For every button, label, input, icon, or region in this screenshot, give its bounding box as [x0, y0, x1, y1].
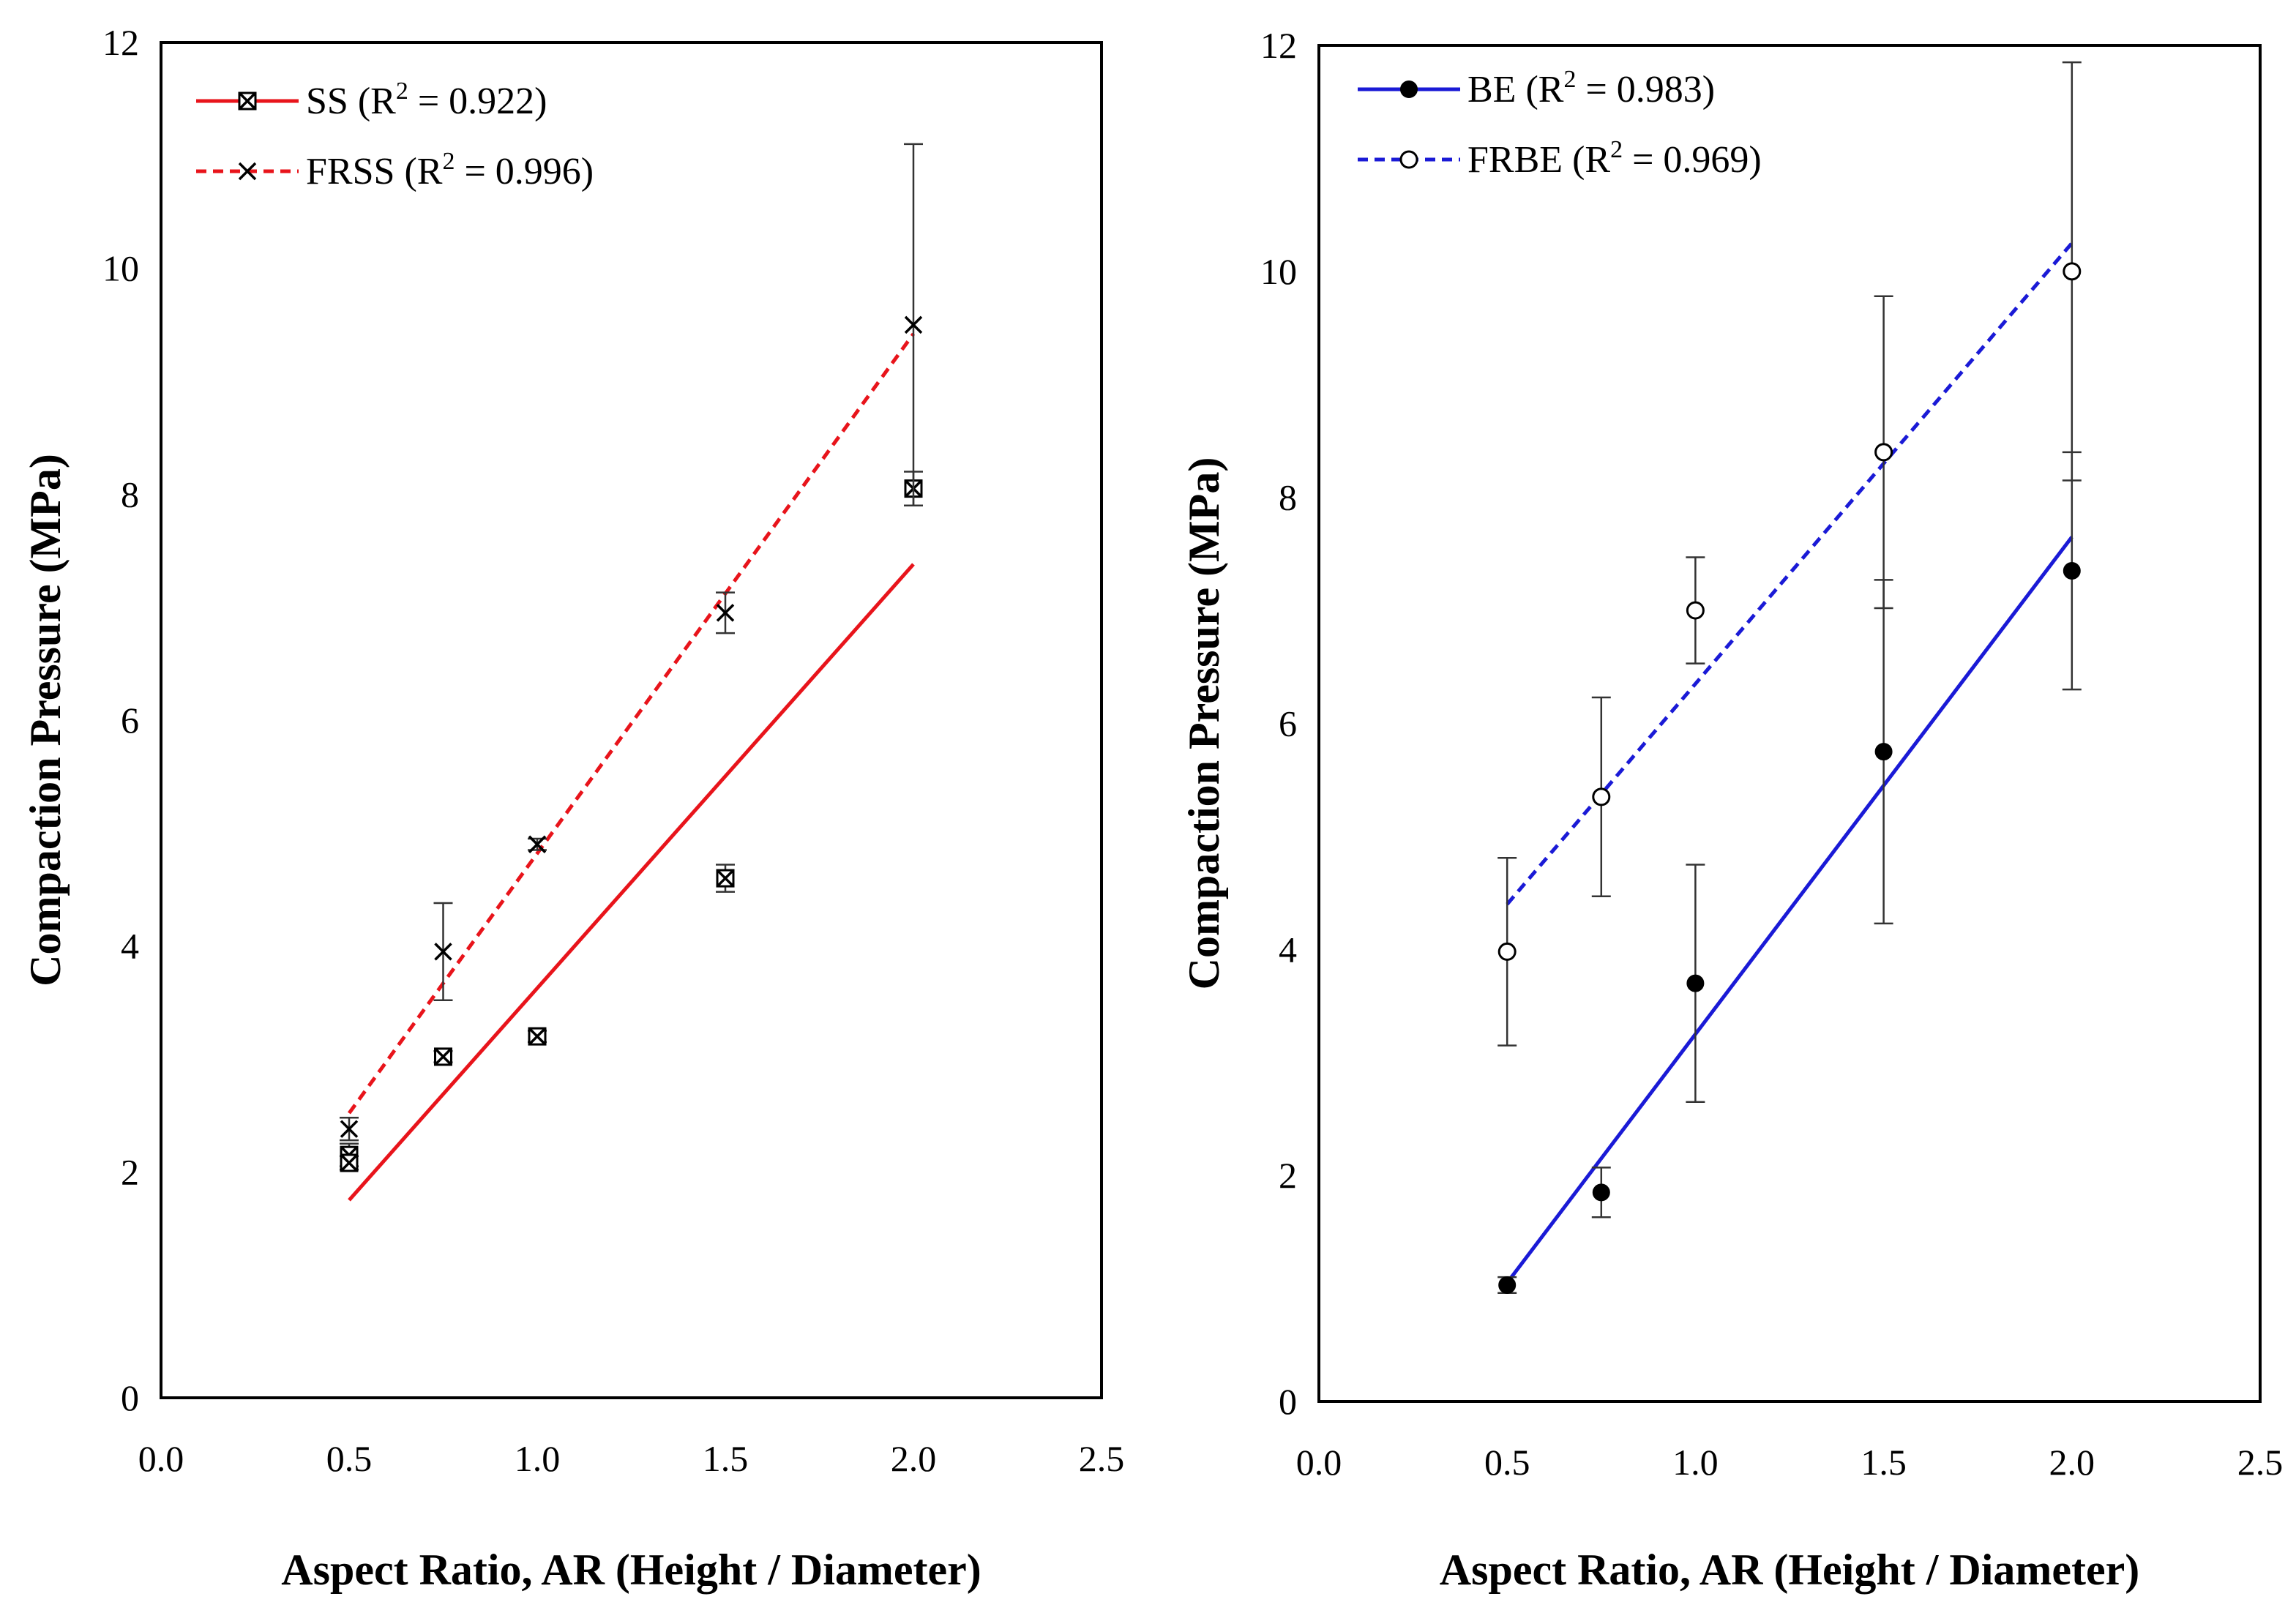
legend-series-name: FRBE	[1467, 139, 1563, 181]
legend-superscript: 2	[1563, 66, 1576, 93]
data-point	[340, 1120, 359, 1138]
x-axis-title: Aspect Ratio, AR (Height / Diameter)	[281, 1546, 981, 1594]
legend-r2-value: = 0.922)	[408, 81, 547, 122]
y-axis-title: Compaction Pressure (MPa)	[1180, 457, 1228, 990]
series-frbe	[1497, 61, 2082, 1047]
legend-r2-label: (R	[1525, 69, 1563, 111]
data-point	[1497, 942, 1517, 961]
legend-r2-value: = 0.983)	[1576, 69, 1715, 111]
x-tick-label: 0.5	[326, 1438, 373, 1479]
y-tick-label: 12	[102, 22, 139, 63]
y-tick-label: 2	[121, 1151, 139, 1192]
data-point-cross	[716, 869, 735, 888]
data-point	[716, 869, 735, 888]
legend-superscript: 2	[396, 78, 408, 105]
x-tick-label: 1.5	[703, 1438, 749, 1479]
y-tick-label: 4	[121, 926, 139, 967]
legend-series-name: SS	[306, 81, 348, 122]
trendline-ss	[348, 563, 915, 1202]
legend-superscript: 2	[1610, 136, 1623, 163]
legend-label: BE (R2 = 0.983)	[1467, 66, 1715, 111]
series-frss	[340, 143, 923, 1142]
legend-marker	[238, 91, 257, 111]
trendline-frss	[347, 332, 916, 1115]
legend-space	[394, 151, 404, 192]
y-tick-label: 0	[1279, 1381, 1297, 1422]
plot-frame	[160, 41, 1103, 1399]
x-tick-label: 2.0	[2049, 1442, 2095, 1483]
left-chart-panel: 0 2 4 6 8 10 12 0.0 0.5 1.0 1.5 2.0 2.5 Aspect Ratio,…	[21, 22, 1124, 1594]
data-point-cross	[340, 1153, 359, 1172]
y-axis-title: Compaction Pressure (MPa)	[21, 454, 70, 987]
x-tick-label: 1.0	[1672, 1442, 1719, 1483]
legend-r2-value: = 0.996)	[455, 151, 594, 192]
legend-r2-label: (R	[404, 151, 442, 192]
series-ss	[340, 471, 923, 1202]
data-point	[1498, 1276, 1517, 1294]
right-chart-panel: 0 2 4 6 8 10 12 0.0 0.5 1.0 1.5 2.0 2.5 Aspect Ratio,…	[1180, 25, 2283, 1594]
x-tick-label: 1.0	[515, 1438, 561, 1479]
legend-series-name: FRSS	[306, 151, 394, 192]
y-tick-label: 6	[1279, 703, 1297, 744]
data-point	[1592, 1183, 1610, 1202]
x-tick-label: 0.0	[1296, 1442, 1342, 1483]
legend-r2-label: (R	[1572, 139, 1610, 181]
data-point	[2063, 562, 2081, 580]
trendline-frbe	[1506, 242, 2073, 906]
series-be	[1497, 451, 2082, 1295]
legend-superscript: 2	[442, 148, 455, 175]
data-point	[1686, 601, 1705, 620]
x-tick-label: 2.5	[1079, 1438, 1125, 1479]
x-axis-title: Aspect Ratio, AR (Height / Diameter)	[1440, 1546, 2139, 1594]
legend-r2-value: = 0.969)	[1623, 139, 1762, 181]
y-tick-label: 2	[1279, 1155, 1297, 1196]
y-tick-label: 0	[121, 1377, 139, 1418]
legend-marker	[1399, 150, 1418, 169]
legend-marker	[1400, 81, 1418, 98]
x-tick-label: 1.5	[1861, 1442, 1907, 1483]
legend-entry-frss: FRSS (R2 = 0.996)	[196, 148, 594, 192]
x-tick-label: 2.5	[2237, 1442, 2284, 1483]
y-tick-label: 8	[121, 473, 139, 514]
trendline-be	[1506, 536, 2073, 1284]
y-tick-label: 6	[121, 700, 139, 741]
data-point	[340, 1153, 359, 1172]
data-point	[1874, 743, 1893, 761]
data-point	[1874, 443, 1893, 462]
data-point-cross	[528, 1027, 547, 1046]
legend-marker	[238, 162, 257, 181]
data-point	[528, 1027, 547, 1046]
legend-entry-be: BE (R2 = 0.983)	[1358, 66, 1715, 111]
legend-space	[1563, 139, 1572, 181]
data-point	[434, 943, 452, 961]
legend-label: FRSS (R2 = 0.996)	[306, 148, 594, 192]
data-point	[716, 604, 735, 622]
y-tick-label: 8	[1279, 477, 1297, 518]
x-tick-label: 0.0	[138, 1438, 184, 1479]
data-point-cross	[434, 1047, 452, 1066]
legend-r2-label: (R	[358, 81, 396, 122]
legend-label: SS (R2 = 0.922)	[306, 78, 547, 122]
data-point	[1592, 787, 1611, 806]
plot-frame	[1317, 44, 2262, 1403]
legend-entry-frbe: FRBE (R2 = 0.969)	[1358, 136, 1762, 181]
legend-space	[348, 81, 358, 122]
legend-series-name: BE	[1467, 69, 1516, 111]
y-tick-label: 10	[1260, 251, 1297, 292]
x-tick-label: 0.5	[1484, 1442, 1530, 1483]
y-tick-label: 12	[1260, 25, 1297, 66]
x-tick-label: 2.0	[891, 1438, 937, 1479]
data-point	[1686, 974, 1705, 992]
legend-marker-cross	[238, 91, 257, 111]
data-point	[904, 315, 923, 334]
legend-space	[1516, 69, 1525, 111]
data-point	[528, 835, 547, 854]
data-point	[2063, 262, 2082, 281]
legend-entry-ss: SS (R2 = 0.922)	[196, 78, 547, 122]
y-tick-label: 10	[102, 248, 139, 289]
y-tick-label: 4	[1279, 929, 1297, 970]
legend-label: FRBE (R2 = 0.969)	[1467, 136, 1762, 181]
data-point	[434, 1047, 452, 1066]
